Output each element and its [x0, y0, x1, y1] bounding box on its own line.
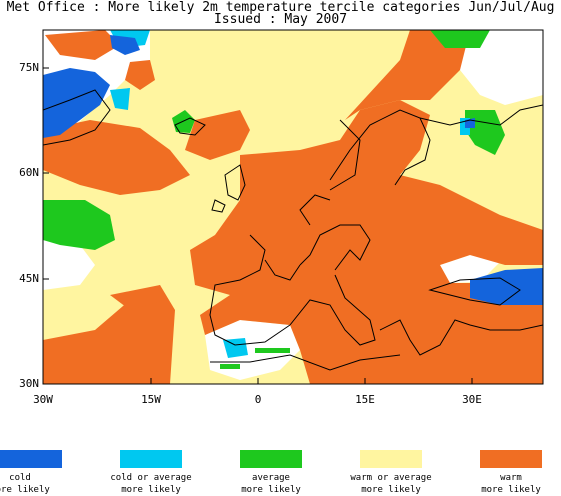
legend-label-line1: cold or average	[110, 473, 192, 483]
region-none-east	[460, 30, 543, 105]
region-warm-north-atlantic	[43, 120, 190, 195]
region-none-west	[43, 240, 95, 290]
legend-label-line2: more likely	[361, 485, 421, 495]
lon-label-30w: 30W	[33, 393, 53, 406]
region-warm-scandinavia-north	[345, 30, 470, 120]
map-title: Met Office : More likely 2m temperature …	[6, 0, 555, 15]
legend-label-line1: warm	[500, 473, 522, 483]
region-warm-north-sea	[185, 110, 250, 160]
legend-label-line2: more likely	[121, 485, 181, 495]
legend-label-line2: more likely	[241, 485, 301, 495]
region-warm-europe	[190, 100, 543, 384]
region-cold-greenland	[43, 68, 110, 138]
lon-label-15w: 15W	[141, 393, 161, 406]
legend-swatch-cold	[0, 450, 62, 468]
region-cold-or-average-iberia	[223, 338, 248, 358]
legend-swatch-warm-or-average	[360, 450, 422, 468]
legend-label-cold: cold more likely	[0, 472, 75, 496]
lon-label-0: 0	[254, 393, 262, 406]
axis-ticks	[42, 67, 473, 385]
map-subtitle: Issued : May 2007	[213, 12, 348, 27]
legend-swatch-average	[240, 450, 302, 468]
region-warm-nw-corner	[45, 30, 120, 60]
legend-label-average: average more likely	[216, 472, 326, 496]
lat-label-45n: 45N	[19, 272, 39, 285]
legend-label-warm-or-average: warm or average more likely	[336, 472, 446, 496]
forecast-regions	[43, 30, 543, 384]
region-average-west-atlantic	[43, 200, 115, 250]
legend-label-warm: warm more likely	[456, 472, 561, 496]
legend-swatch-cold-or-average	[120, 450, 182, 468]
region-warm-greenland-sea	[125, 60, 155, 90]
lat-label-60n: 60N	[19, 166, 39, 179]
legend-label-cold-or-average: cold or average more likely	[96, 472, 206, 496]
region-warm-atlantic-south	[43, 285, 175, 384]
legend-label-line2: more likely	[481, 485, 541, 495]
region-average-iberia-south	[220, 364, 240, 369]
region-average-northeast-corner	[430, 30, 490, 48]
region-average-iberia-strip	[255, 348, 290, 353]
lat-label-30n: 30N	[19, 377, 39, 390]
lon-label-15e: 15E	[355, 393, 375, 406]
lat-label-75n: 75N	[19, 61, 39, 74]
region-cold-black-sea	[470, 268, 543, 305]
legend-swatch-warm	[480, 450, 542, 468]
coastlines	[43, 89, 543, 371]
region-cold-or-average-greenland	[110, 88, 130, 110]
legend-label-line1: average	[252, 473, 290, 483]
legend-label-line1: cold	[9, 473, 31, 483]
region-warm-atlantic-mid	[110, 285, 165, 310]
legend-label-line1: warm or average	[350, 473, 432, 483]
plot-frame	[42, 29, 544, 385]
legend-label-line2: more likely	[0, 485, 50, 495]
region-cold-nw-corner	[110, 35, 140, 55]
lon-label-30e: 30E	[462, 393, 482, 406]
